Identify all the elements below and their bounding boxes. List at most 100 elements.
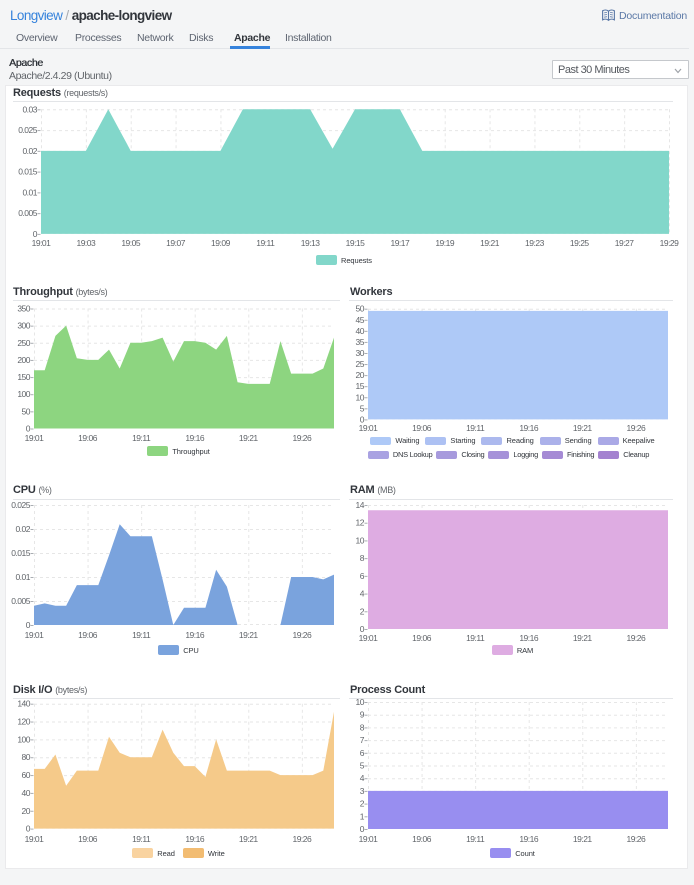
svg-text:19:21: 19:21	[573, 633, 593, 643]
svg-text:2: 2	[360, 606, 365, 616]
svg-text:19:16: 19:16	[185, 630, 205, 640]
svg-text:250: 250	[17, 338, 30, 348]
svg-text:0.025: 0.025	[18, 125, 38, 135]
svg-text:19:21: 19:21	[239, 433, 259, 443]
svg-text:60: 60	[22, 770, 31, 780]
svg-text:3: 3	[360, 786, 365, 796]
svg-text:350: 350	[17, 304, 30, 314]
svg-text:19:01: 19:01	[359, 423, 379, 433]
svg-text:5: 5	[360, 761, 365, 771]
svg-text:0: 0	[360, 414, 365, 424]
svg-text:6: 6	[360, 571, 365, 581]
svg-text:200: 200	[17, 355, 30, 365]
svg-text:0: 0	[360, 824, 365, 834]
svg-text:20: 20	[356, 370, 365, 380]
svg-text:19:16: 19:16	[185, 834, 205, 844]
svg-text:35: 35	[356, 337, 365, 347]
svg-text:14: 14	[356, 500, 365, 510]
svg-text:19:15: 19:15	[346, 238, 366, 248]
svg-text:19:06: 19:06	[412, 423, 432, 433]
svg-text:19:17: 19:17	[390, 238, 410, 248]
svg-text:100: 100	[17, 734, 30, 744]
svg-text:40: 40	[22, 788, 31, 798]
svg-text:19:21: 19:21	[480, 238, 500, 248]
svg-text:50: 50	[356, 304, 365, 314]
svg-text:0.02: 0.02	[15, 524, 30, 534]
svg-text:19:11: 19:11	[132, 834, 151, 844]
svg-text:19:16: 19:16	[185, 433, 205, 443]
svg-text:19:16: 19:16	[519, 633, 539, 643]
svg-text:0: 0	[26, 424, 31, 434]
svg-text:5: 5	[360, 403, 365, 413]
svg-text:19:19: 19:19	[435, 238, 455, 248]
svg-text:19:26: 19:26	[292, 630, 312, 640]
svg-text:0.005: 0.005	[18, 208, 38, 218]
svg-text:45: 45	[356, 315, 365, 325]
svg-text:19:21: 19:21	[573, 423, 593, 433]
svg-text:19:16: 19:16	[519, 834, 539, 844]
svg-text:19:06: 19:06	[412, 834, 432, 844]
svg-text:19:05: 19:05	[121, 238, 141, 248]
svg-text:150: 150	[17, 372, 30, 382]
svg-text:19:26: 19:26	[292, 433, 312, 443]
svg-text:8: 8	[360, 722, 365, 732]
svg-text:19:11: 19:11	[466, 423, 485, 433]
svg-text:19:01: 19:01	[25, 433, 45, 443]
svg-text:20: 20	[22, 806, 31, 816]
svg-text:19:01: 19:01	[25, 834, 45, 844]
svg-text:19:03: 19:03	[76, 238, 96, 248]
svg-text:80: 80	[22, 752, 31, 762]
svg-text:19:06: 19:06	[78, 433, 98, 443]
svg-text:19:26: 19:26	[626, 633, 646, 643]
svg-text:19:26: 19:26	[626, 834, 646, 844]
svg-text:15: 15	[356, 381, 365, 391]
svg-text:19:13: 19:13	[301, 238, 321, 248]
svg-text:10: 10	[356, 392, 365, 402]
svg-text:0.01: 0.01	[15, 572, 30, 582]
svg-text:19:11: 19:11	[466, 633, 485, 643]
svg-text:7: 7	[360, 735, 365, 745]
svg-text:19:21: 19:21	[239, 630, 259, 640]
svg-text:6: 6	[360, 748, 365, 758]
svg-text:8: 8	[360, 553, 365, 563]
svg-text:0.015: 0.015	[18, 167, 38, 177]
svg-text:19:11: 19:11	[132, 433, 151, 443]
svg-text:19:06: 19:06	[412, 633, 432, 643]
svg-text:19:25: 19:25	[570, 238, 590, 248]
svg-text:19:23: 19:23	[525, 238, 545, 248]
svg-text:25: 25	[356, 359, 365, 369]
svg-text:0.02: 0.02	[22, 146, 37, 156]
svg-text:19:21: 19:21	[239, 834, 259, 844]
svg-text:10: 10	[356, 697, 365, 707]
svg-text:140: 140	[17, 699, 30, 709]
svg-text:19:01: 19:01	[25, 630, 45, 640]
svg-text:120: 120	[17, 717, 30, 727]
svg-text:19:01: 19:01	[32, 238, 52, 248]
svg-text:4: 4	[360, 589, 365, 599]
svg-text:0: 0	[360, 624, 365, 634]
svg-text:19:21: 19:21	[573, 834, 593, 844]
svg-text:19:07: 19:07	[166, 238, 186, 248]
svg-text:19:27: 19:27	[615, 238, 635, 248]
svg-text:40: 40	[356, 326, 365, 336]
svg-text:19:29: 19:29	[660, 238, 680, 248]
svg-text:19:11: 19:11	[466, 834, 485, 844]
svg-text:10: 10	[356, 535, 365, 545]
svg-text:30: 30	[356, 348, 365, 358]
svg-text:19:11: 19:11	[132, 630, 151, 640]
svg-text:0.03: 0.03	[22, 104, 37, 114]
svg-text:9: 9	[360, 710, 365, 720]
svg-text:19:16: 19:16	[519, 423, 539, 433]
svg-text:50: 50	[22, 406, 31, 416]
svg-text:100: 100	[17, 389, 30, 399]
svg-text:0: 0	[26, 824, 31, 834]
svg-text:2: 2	[360, 799, 365, 809]
svg-text:19:01: 19:01	[359, 633, 379, 643]
svg-text:19:01: 19:01	[359, 834, 379, 844]
svg-text:19:11: 19:11	[256, 238, 275, 248]
svg-text:0.015: 0.015	[11, 548, 31, 558]
svg-text:0: 0	[33, 229, 38, 239]
svg-text:1: 1	[360, 811, 365, 821]
svg-text:12: 12	[356, 518, 365, 528]
svg-text:0: 0	[26, 620, 31, 630]
